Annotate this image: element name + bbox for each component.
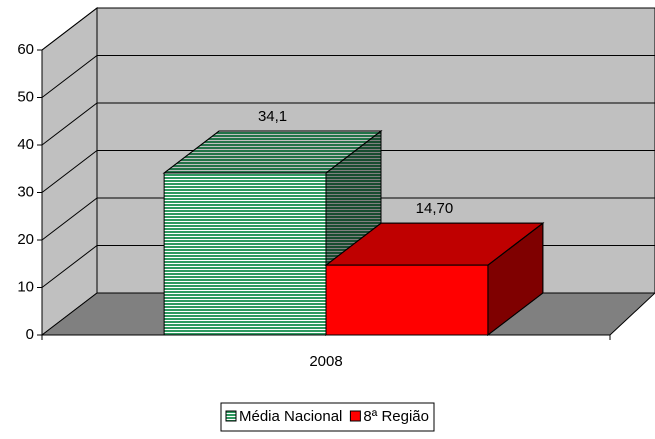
grid-line bbox=[41, 150, 655, 193]
legend-swatch bbox=[349, 410, 361, 422]
grid-line bbox=[41, 55, 655, 98]
y-tick-label: 30 bbox=[17, 183, 34, 200]
grid-line bbox=[41, 7, 655, 51]
legend: Média Nacional 8ª Região bbox=[220, 402, 435, 432]
bar bbox=[163, 172, 327, 336]
legend-swatch bbox=[225, 410, 237, 422]
bar-3d bbox=[162, 130, 383, 337]
x-tick-label: 2008 bbox=[309, 353, 342, 370]
legend-label: Média Nacional bbox=[239, 408, 342, 425]
data-label: 34,1 bbox=[258, 108, 287, 125]
y-tick-label: 40 bbox=[17, 136, 34, 153]
legend-box bbox=[220, 402, 435, 432]
y-tick-label: 50 bbox=[17, 88, 34, 105]
y-tick-label: 20 bbox=[17, 231, 34, 248]
grid-line bbox=[41, 197, 655, 241]
y-tick-label: 10 bbox=[17, 278, 34, 295]
bar bbox=[325, 264, 489, 336]
bar-3d bbox=[324, 222, 545, 337]
y-tick-label: 0 bbox=[26, 326, 34, 343]
data-label: 14,70 bbox=[416, 200, 454, 217]
y-tick-label: 60 bbox=[17, 41, 34, 58]
grid-line bbox=[41, 102, 655, 146]
legend-label: 8ª Região bbox=[363, 408, 429, 425]
